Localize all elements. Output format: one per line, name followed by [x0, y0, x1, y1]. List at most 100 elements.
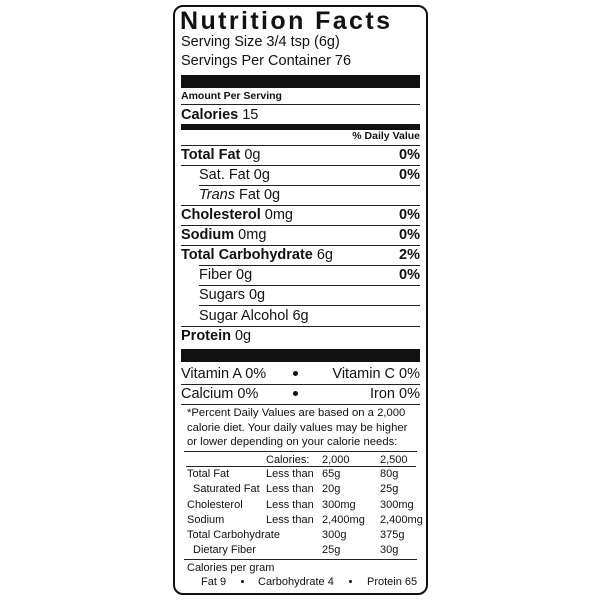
table-cell: Less than	[266, 499, 314, 511]
vitamin-row: Vitamin A 0% Vitamin C 0%	[181, 365, 420, 383]
calories-per-gram-item: Protein 65	[367, 576, 418, 588]
table-cell: Sodium	[187, 514, 225, 526]
rule	[181, 165, 420, 166]
vitamin: Iron 0%	[370, 386, 420, 402]
table-cell: 300g	[322, 529, 347, 541]
table-cell: 300mg	[322, 499, 356, 511]
nutrient-row: Sugars 0g	[199, 286, 420, 304]
rule	[181, 384, 420, 385]
nutrient-amount: 0g	[248, 287, 266, 303]
table-header: Calories:	[266, 454, 310, 466]
rule	[199, 285, 420, 286]
daily-value: 0%	[399, 167, 420, 183]
nutrient-label: Fiber	[199, 267, 233, 283]
thick-bar	[181, 75, 420, 88]
nutrient-amount: 6g	[316, 247, 333, 263]
daily-value: 0%	[399, 267, 420, 283]
thick-bar	[181, 349, 420, 362]
footnote: *Percent Daily Values are based on a 2,0…	[187, 407, 408, 448]
calories-per-gram-item: Fat 9	[201, 576, 227, 588]
nutrient-row: Total Carbohydrate 6g 2%	[181, 246, 420, 264]
label-border	[173, 5, 428, 595]
rule	[181, 104, 420, 105]
nutrient-label: Sodium	[181, 227, 235, 243]
table-cell: Total Fat	[187, 468, 230, 480]
table-cell: 65g	[322, 468, 341, 480]
nutrient-label: Sugar Alcohol	[199, 308, 289, 324]
rule	[199, 265, 420, 266]
daily-value: 2%	[399, 247, 420, 263]
rule	[181, 225, 420, 226]
nutrient-row: Protein 0g	[181, 327, 420, 345]
nutrient-label: Fat	[239, 187, 260, 203]
calories: Calories 15	[181, 106, 258, 124]
rule	[181, 404, 420, 405]
table-cell: 2,400mg	[322, 514, 365, 526]
rule	[181, 326, 420, 327]
rule	[181, 145, 420, 146]
nutrient-row: Total Fat 0g 0%	[181, 146, 420, 164]
nutrient-label: Total Fat	[181, 147, 241, 163]
daily-value: 0%	[399, 207, 420, 223]
daily-value-heading-row: % Daily Value	[181, 129, 420, 147]
bullet	[293, 391, 298, 396]
nutrient-row: Fiber 0g 0%	[199, 266, 420, 284]
nutrient-label: Total Carbohydrate	[181, 247, 313, 263]
table-cell: Dietary Fiber	[193, 544, 256, 556]
servings-per-container: Servings Per Container 76	[181, 53, 352, 69]
nutrient-amount: 6g	[292, 308, 309, 324]
table-cell: 20g	[322, 483, 341, 495]
daily-value: 0%	[399, 227, 420, 243]
serving-size: Serving Size 3/4 tsp (6g)	[181, 34, 340, 50]
nutrient-label: Cholesterol	[181, 207, 261, 223]
bullet	[349, 580, 352, 583]
table-cell: 375g	[380, 529, 405, 541]
rule	[181, 245, 420, 246]
bullet	[241, 580, 244, 583]
nutrient-prefix: Trans	[199, 187, 235, 203]
nutrient-amount: 0g	[253, 167, 270, 183]
calories-per-gram-heading: Calories per gram	[187, 562, 275, 574]
bullet	[293, 371, 298, 376]
rule	[199, 305, 420, 306]
nutrient-amount: 0mg	[238, 227, 267, 243]
nutrient-amount: 0g	[244, 147, 261, 163]
nutrient-amount: 0g	[234, 328, 252, 344]
calories-amount: 15	[242, 107, 259, 123]
nutrient-label: Protein	[181, 328, 231, 344]
rule	[184, 451, 417, 452]
daily-value: 0%	[399, 147, 420, 163]
rule	[186, 466, 416, 467]
rule	[181, 205, 420, 206]
table-cell: Saturated Fat	[193, 483, 260, 495]
daily-value-heading: % Daily Value	[352, 130, 420, 142]
vitamin-row: Calcium 0% Iron 0%	[181, 385, 420, 403]
nutrient-row: Cholesterol 0mg 0%	[181, 206, 420, 224]
nutrient-row: Sat. Fat 0g 0%	[199, 166, 420, 184]
calories-label: Calories	[181, 107, 239, 123]
table-header: 2,000	[322, 454, 350, 466]
nutrient-amount: 0g	[236, 267, 253, 283]
vitamin: Vitamin C 0%	[332, 366, 420, 382]
nutrient-label: Sugars	[199, 287, 245, 303]
calories-row: Calories 15	[181, 106, 420, 124]
table-cell: Less than	[266, 483, 314, 495]
table-cell: 80g	[380, 468, 399, 480]
amount-per-serving: Amount Per Serving	[181, 90, 282, 102]
table-cell: 300mg	[380, 499, 414, 511]
table-cell: 25g	[380, 483, 399, 495]
table-cell: Cholesterol	[187, 499, 243, 511]
table-cell: Total Carbohydrate	[187, 529, 280, 541]
nutrient-row: Sodium 0mg 0%	[181, 226, 420, 244]
calories-per-gram-item: Carbohydrate 4	[258, 576, 334, 588]
vitamin: Vitamin A 0%	[181, 366, 267, 382]
table-cell: 2,400mg	[380, 514, 423, 526]
table-cell: 30g	[380, 544, 399, 556]
medium-bar	[181, 124, 420, 130]
title: Nutrition Facts	[180, 7, 393, 35]
nutrient-row: Sugar Alcohol 6g	[199, 307, 420, 325]
table-header: 2,500	[380, 454, 408, 466]
rule	[199, 185, 420, 186]
vitamin: Calcium 0%	[181, 386, 259, 402]
